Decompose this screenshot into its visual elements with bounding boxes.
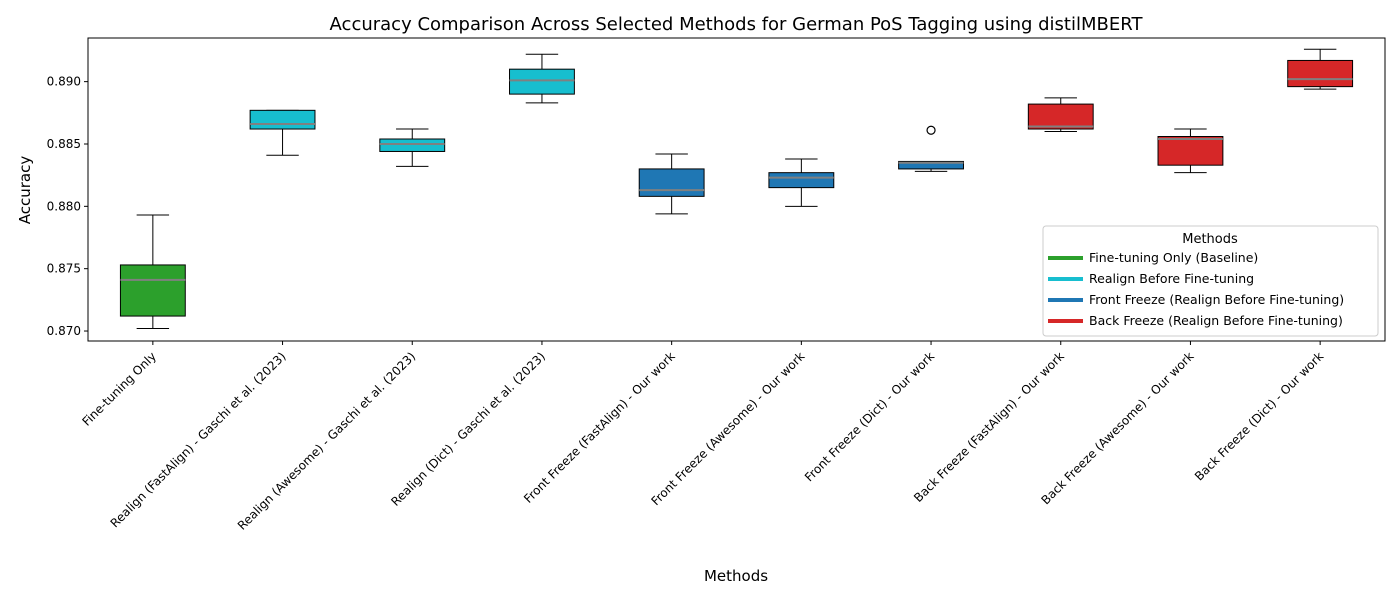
box <box>638 168 705 197</box>
y-tick-label: 0.875 <box>47 262 81 276</box>
box <box>1027 103 1094 130</box>
legend-label: Realign Before Fine-tuning <box>1089 271 1254 286</box>
x-axis-label: Methods <box>704 567 768 585</box>
legend-frame <box>1042 225 1379 337</box>
box <box>509 68 575 95</box>
box <box>898 160 964 170</box>
outlier-point <box>926 125 936 135</box>
chart-title: Accuracy Comparison Across Selected Meth… <box>330 14 1144 35</box>
legend-label: Back Freeze (Realign Before Fine-tuning) <box>1089 313 1343 328</box>
y-tick-label: 0.890 <box>47 75 81 89</box>
legend-entries: Fine-tuning Only (Baseline) Realign Befor… <box>1048 250 1344 328</box>
box <box>768 172 835 189</box>
box <box>119 264 186 317</box>
legend-label: Front Freeze (Realign Before Fine-tuning… <box>1089 292 1344 307</box>
box <box>1157 136 1224 166</box>
y-axis-label: Accuracy <box>16 156 34 225</box>
box <box>379 138 446 152</box>
y-tick-label: 0.880 <box>47 199 81 213</box>
legend-label: Fine-tuning Only (Baseline) <box>1089 250 1258 265</box>
box <box>249 109 316 130</box>
y-axis: 0.870 0.875 0.880 0.885 0.890 <box>47 75 88 338</box>
y-tick-label: 0.885 <box>47 137 81 151</box>
legend-title: Methods <box>1182 232 1238 247</box>
legend: Methods Fine-tuning Only (Baseline) Reali… <box>1042 225 1379 337</box>
y-tick-label: 0.870 <box>47 324 81 338</box>
plot-area-frame <box>87 37 1386 342</box>
box <box>1287 59 1354 88</box>
box-series <box>119 48 1354 330</box>
